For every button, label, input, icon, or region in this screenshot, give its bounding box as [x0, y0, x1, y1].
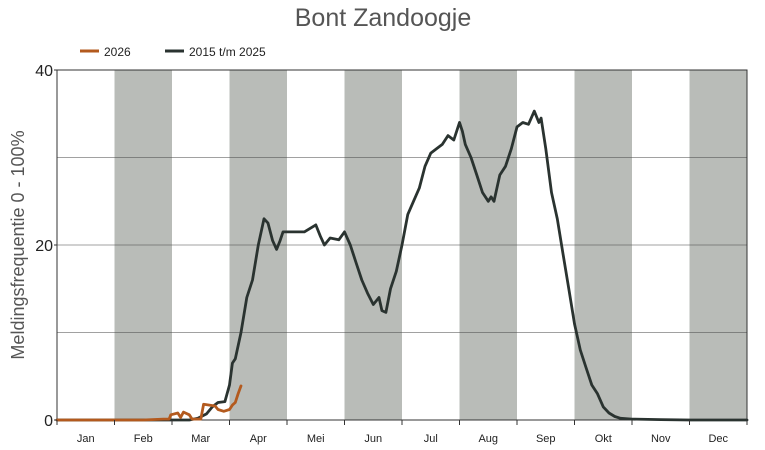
y-ticks: 0 20 40: [35, 63, 57, 430]
x-tick-label-jun: Jun: [364, 433, 382, 445]
x-tick-label-apr: Apr: [250, 433, 267, 445]
legend-label-2015-t-m-2025: 2015 t/m 2025: [189, 45, 266, 59]
series-line-2015-t-m-2025: [55, 109, 749, 422]
x-tick-label-jul: Jul: [424, 433, 438, 445]
series-layer: [55, 109, 749, 422]
x-tick-label-aug: Aug: [478, 433, 498, 445]
x-tick-label-nov: Nov: [651, 433, 671, 445]
y-tick-label-40: 40: [35, 63, 53, 80]
x-tick-label-feb: Feb: [134, 433, 153, 445]
y-tick-label-0: 0: [44, 413, 53, 430]
series-line-2026: [55, 384, 243, 422]
x-tick-label-okt: Okt: [595, 433, 612, 445]
y-axis-label: Meldingsfrequentie 0 - 100%: [8, 130, 28, 359]
x-tick-label-mei: Mei: [307, 433, 325, 445]
legend: 2026 2015 t/m 2025: [80, 45, 266, 59]
chart-title: Bont Zandoogje: [295, 4, 472, 32]
x-tick-label-jan: Jan: [77, 433, 95, 445]
x-tick-label-sep: Sep: [536, 433, 556, 445]
x-tick-label-mar: Mar: [191, 433, 210, 445]
x-tick-label-dec: Dec: [708, 433, 728, 445]
x-ticks: Jan Feb Mar Apr Mei Jun Jul Aug Sep Okt Nov Dec: [56, 420, 748, 445]
legend-label-2026: 2026: [104, 45, 131, 59]
y-tick-label-20: 20: [35, 238, 53, 255]
